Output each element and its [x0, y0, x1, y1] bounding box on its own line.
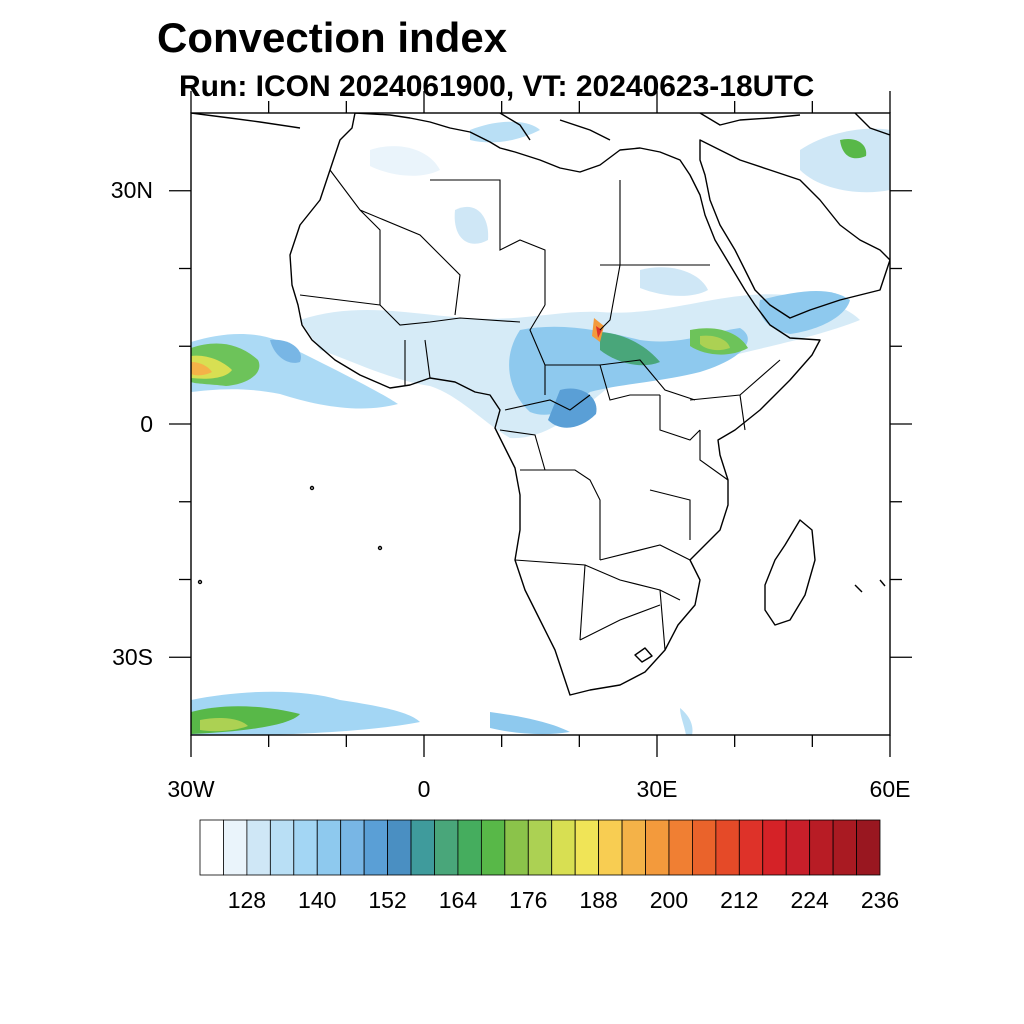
axis-ticks — [169, 91, 912, 757]
colorbar-swatch — [269, 819, 295, 876]
colorbar-swatch — [668, 819, 693, 876]
colorbar-swatch — [574, 819, 600, 876]
colorbar-swatch — [223, 819, 248, 876]
colorbar-swatch — [621, 819, 646, 876]
colorbar-label: 188 — [579, 887, 618, 913]
colorbar-swatch — [715, 819, 740, 876]
colorbar-swatch — [480, 819, 506, 876]
colorbar-swatch — [340, 819, 365, 876]
colorbar-swatch — [410, 819, 435, 876]
colorbar-swatch — [832, 819, 857, 876]
colorbar-label: 236 — [860, 887, 900, 913]
lat-tick-label: 30S — [112, 643, 153, 670]
lat-tick-label: 0 — [140, 410, 153, 437]
colorbar-label: 212 — [720, 887, 759, 913]
colorbar-swatch — [856, 819, 881, 876]
colorbar-swatch — [387, 819, 412, 876]
colorbar-label: 164 — [438, 887, 478, 913]
colorbar-swatch — [738, 819, 764, 876]
colorbar-swatch — [316, 819, 342, 876]
colorbar-swatch — [598, 819, 623, 876]
map-title: Convection index — [157, 14, 508, 61]
colorbar-swatch — [199, 819, 224, 876]
country-borders — [299, 169, 781, 651]
colorbar-label: 176 — [509, 887, 548, 913]
colorbar-swatch — [692, 819, 717, 876]
lon-tick-label: 0 — [417, 776, 431, 802]
map-subtitle: Run: ICON 2024061900, VT: 20240623-18UTC — [179, 70, 815, 103]
colorbar-label: 140 — [298, 887, 337, 913]
colorbar-swatch — [363, 819, 388, 876]
colorbar-swatch — [504, 819, 529, 876]
colorbar-swatch — [457, 819, 482, 876]
colorbar-swatch — [434, 819, 459, 876]
colorbar-swatch — [551, 819, 576, 876]
lon-tick-label: 30E — [636, 776, 678, 802]
colorbar-swatch — [527, 819, 553, 876]
lon-tick-label: 30W — [167, 776, 215, 802]
colorbar-label: 224 — [790, 887, 829, 913]
colorbar-label: 152 — [368, 887, 407, 913]
colorbar-swatch — [645, 819, 670, 876]
colorbar-swatch — [246, 819, 271, 876]
colorbar-swatch — [293, 819, 318, 876]
colorbar-label: 200 — [649, 887, 689, 913]
colorbar — [199, 819, 881, 876]
lat-tick-label: 30N — [110, 177, 153, 204]
colorbar-swatch — [809, 819, 834, 876]
colorbar-label: 128 — [227, 887, 267, 913]
coastlines — [191, 113, 890, 696]
convection-field — [191, 121, 890, 735]
colorbar-swatch — [762, 819, 787, 876]
lon-tick-label: 60E — [869, 776, 911, 802]
colorbar-swatch — [785, 819, 811, 876]
